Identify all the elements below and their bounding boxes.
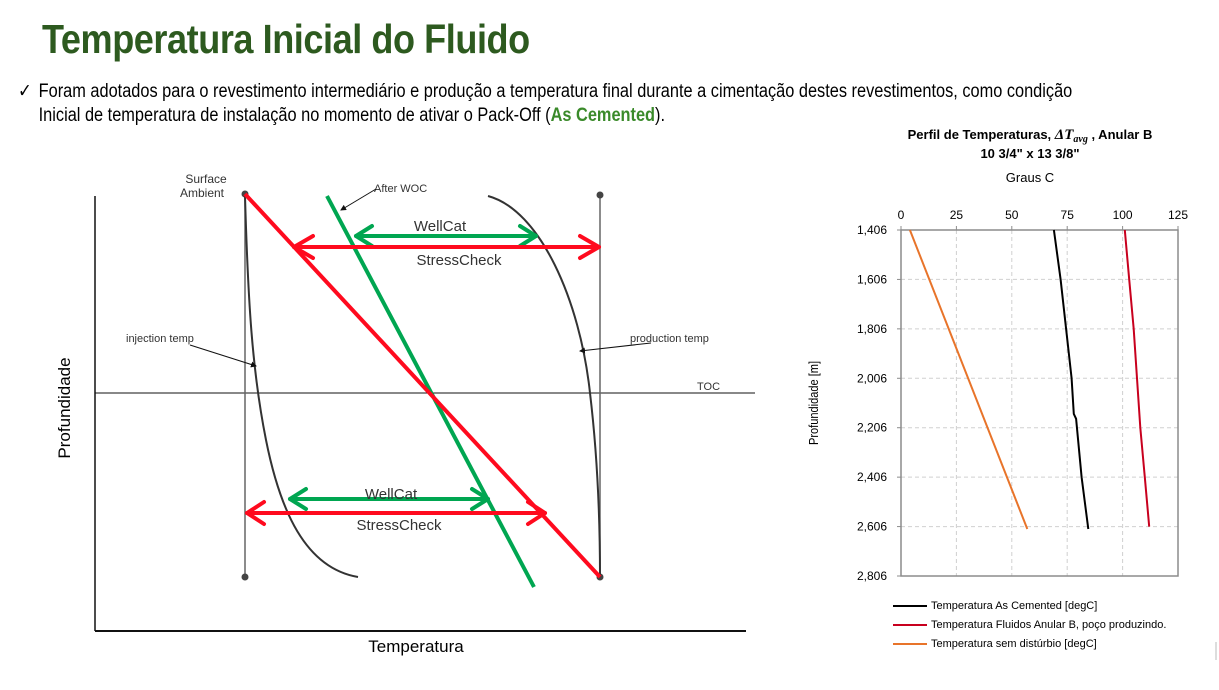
- legend-item-as-cemented: Temperatura As Cemented [degC]: [893, 596, 1166, 615]
- y-tick-label: 2,206: [857, 421, 887, 435]
- x-tick-label: 25: [950, 208, 964, 222]
- surface-label: Surface: [185, 172, 227, 186]
- series-line-0: [1052, 229, 1090, 530]
- bottom-left-point: [241, 573, 249, 581]
- series-line-1: [1123, 229, 1151, 527]
- temperature-profile-diagram: Profundidade Temperatura TOC Surface Amb…: [55, 172, 755, 656]
- x-tick-label: 100: [1113, 208, 1133, 222]
- stresscheck-bottom-arrow: [245, 500, 547, 526]
- y-tick-label: 2,606: [857, 520, 887, 534]
- bullet-paragraph: ✓ Foram adotados para o revestimento int…: [18, 80, 1136, 128]
- toc-label: TOC: [697, 381, 720, 393]
- wellcat-top-label: WellCat: [414, 218, 467, 235]
- chart-legend: Temperatura As Cemented [degC] Temperatu…: [893, 596, 1166, 653]
- chart-x-axis-title: Graus C: [1005, 170, 1055, 185]
- top-right-point: [596, 191, 604, 199]
- stresscheck-top-label: StressCheck: [416, 252, 502, 269]
- stresscheck-top-arrow: [292, 234, 601, 260]
- legend-item-sem-disturbio: Temperatura sem distúrbio [degC]: [893, 634, 1166, 653]
- wellcat-bottom-arrow: [288, 487, 490, 511]
- temperature-profile-chart: 0 25 50 75 100 125 1,406 1,606 1,806 2,006 2,206 2…: [806, 208, 1189, 583]
- chart-title: Perfil de Temperaturas, ΔTavg , Anular B…: [820, 128, 1219, 161]
- wellcat-bottom-label: WellCat: [365, 486, 418, 503]
- chart-series: [908, 229, 1151, 530]
- stresscheck-bottom-label: StressCheck: [356, 517, 442, 534]
- ambient-label: Ambient: [180, 186, 225, 200]
- after-woc-pointer: [340, 188, 377, 211]
- x-tick-label: 50: [1005, 208, 1019, 222]
- x-tick-label: 75: [1061, 208, 1075, 222]
- delta-t-symbol: ΔT: [1054, 127, 1074, 143]
- y-tick-label: 1,606: [857, 272, 887, 286]
- chart-subtitle: 10 3/4" x 13 3/8": [980, 146, 1080, 161]
- production-temp-label: production temp: [630, 333, 709, 345]
- x-tick-labels: 0 25 50 75 100 125: [898, 208, 1189, 222]
- y-tick-labels: 1,406 1,606 1,806 2,006 2,206 2,406 2,606 2,806: [857, 223, 887, 583]
- series-line-2: [908, 229, 1029, 530]
- y-tick-label: 1,806: [857, 322, 887, 336]
- bullet-line-2: Inicial de temperatura de instalação no …: [38, 105, 666, 126]
- injection-temp-curve: [244, 195, 359, 578]
- y-axis-label: Profundidade: [55, 357, 74, 458]
- chart-grid: [897, 226, 1179, 577]
- slide-title: Temperatura Inicial do Fluido: [42, 16, 530, 62]
- check-icon: ✓: [18, 81, 32, 102]
- plot-frame: [900, 229, 1179, 577]
- bullet-line-1: Foram adotados para o revestimento inter…: [38, 81, 1073, 102]
- y-tick-label: 2,806: [857, 569, 887, 583]
- slide-edge-mark: [1215, 642, 1217, 660]
- y-tick-label: 2,006: [857, 371, 887, 385]
- wellcat-top-arrow: [354, 224, 538, 248]
- x-tick-label: 125: [1168, 208, 1188, 222]
- production-temp-pointer: [579, 342, 652, 354]
- x-tick-label: 0: [898, 208, 905, 222]
- chart-y-axis-title: Profundidade [m]: [806, 361, 821, 445]
- after-woc-label: After WOC: [374, 183, 427, 195]
- x-axis-label: Temperatura: [368, 637, 464, 656]
- production-temp-curve: [487, 195, 601, 578]
- injection-temp-pointer: [189, 344, 257, 368]
- y-tick-label: 2,406: [857, 470, 887, 484]
- legend-item-fluidos-anular-b: Temperatura Fluidos Anular B, poço produ…: [893, 615, 1166, 634]
- as-cemented-highlight: As Cemented: [550, 105, 656, 126]
- y-tick-label: 1,406: [857, 223, 887, 237]
- injection-temp-label: injection temp: [126, 333, 194, 345]
